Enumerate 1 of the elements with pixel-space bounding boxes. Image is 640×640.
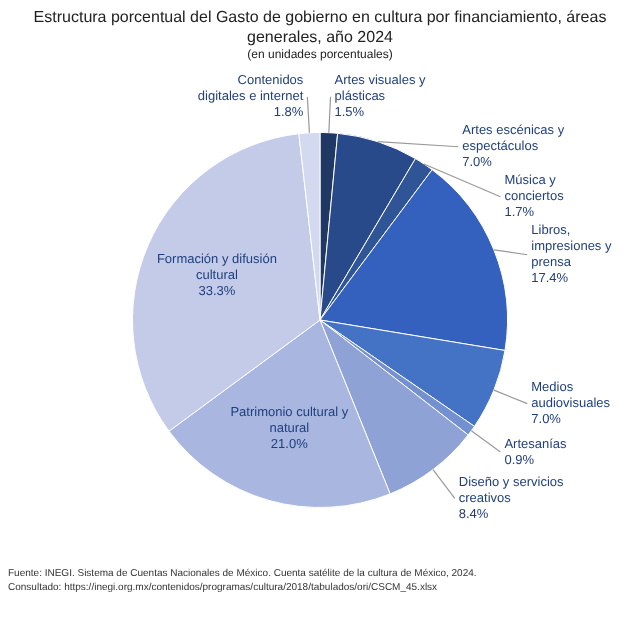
chart-title: Estructura porcentual del Gasto de gobierno en cultura por financiamiento, áreas generales, año 2024	[31, 6, 609, 48]
